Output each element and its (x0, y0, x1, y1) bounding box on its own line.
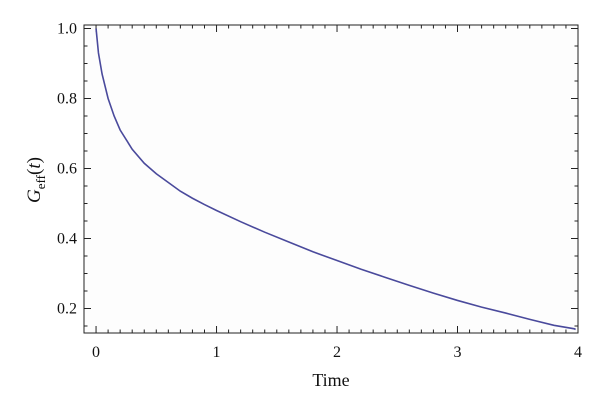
y-axis-title: Geff(t) (24, 157, 48, 203)
x-axis-title: Time (312, 370, 349, 390)
y-tick-label: 0.8 (57, 91, 77, 108)
tick-labels: 0 1 2 3 4 0.2 0.4 0.6 0.8 1.0 (57, 21, 582, 362)
plot-area (83, 24, 579, 334)
series-line (95, 28, 576, 331)
x-tick-label: 4 (574, 344, 582, 361)
y-tick-label: 1.0 (57, 21, 77, 38)
y-tick-label: 0.6 (57, 161, 77, 178)
x-tick-label: 1 (213, 344, 221, 361)
x-tick-label: 2 (333, 344, 341, 361)
y-tick-label: 0.4 (57, 231, 77, 248)
x-tick-label: 0 (92, 344, 100, 361)
x-tick-label: 3 (454, 344, 462, 361)
ticks (83, 25, 579, 333)
y-tick-label: 0.2 (57, 301, 77, 318)
